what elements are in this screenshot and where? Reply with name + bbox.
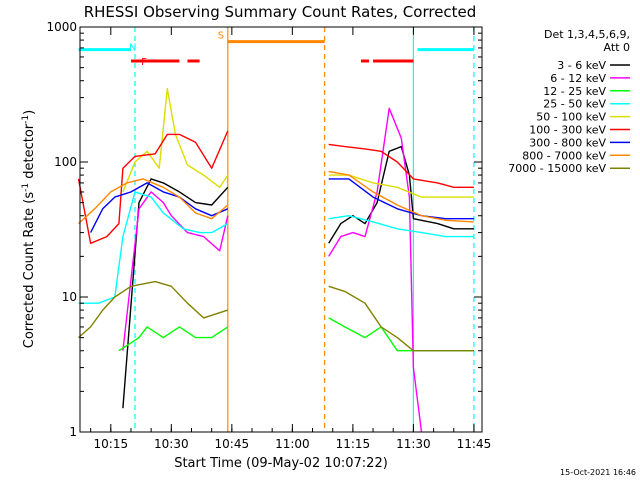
series-line-4-1 xyxy=(328,174,474,198)
y-axis-label-part3: ) xyxy=(22,110,37,115)
y-tick-label-1: 10 xyxy=(62,290,77,304)
legend-label-2: 12 - 25 keV xyxy=(543,85,606,98)
series-line-5-1 xyxy=(328,143,474,189)
series-line-3-1 xyxy=(328,214,474,238)
y-axis-label-sup1: -1 xyxy=(21,183,31,192)
chart-title: RHESSI Observing Summary Count Rates, Co… xyxy=(84,3,477,21)
series-line-3-0 xyxy=(78,191,229,304)
legend-label-8: 7000 - 15000 keV xyxy=(508,162,606,175)
y-axis-label-part1: Corrected Count Rate (s xyxy=(22,192,37,349)
y-axis-label-sup2: -1 xyxy=(21,115,31,124)
series-line-7-1 xyxy=(328,170,474,223)
timestamp: 15-Oct-2021 16:46 xyxy=(560,468,636,477)
plot-frame xyxy=(79,26,483,433)
plot-area: FN S xyxy=(77,27,475,433)
y-tick-label-2: 100 xyxy=(54,155,77,169)
series-line-6-1 xyxy=(328,178,474,220)
legend-label-3: 25 - 50 keV xyxy=(543,98,606,111)
flag-label-s: S xyxy=(218,30,224,41)
series-line-1-1 xyxy=(328,107,423,433)
x-tick-label-1: 10:30 xyxy=(154,437,189,451)
series-line-5-0 xyxy=(77,130,229,245)
y-axis-label-part2: detector xyxy=(22,123,37,183)
legend-label-7: 800 - 7000 keV xyxy=(522,149,606,162)
series-line-8-0 xyxy=(78,280,229,339)
series-line-2-0 xyxy=(118,326,229,352)
flag-label-f: F xyxy=(141,57,147,68)
legend-label-4: 50 - 100 keV xyxy=(536,111,606,124)
series-line-7-0 xyxy=(78,178,229,225)
legend-label-6: 300 - 800 keV xyxy=(529,136,606,149)
series-line-6-0 xyxy=(89,182,229,233)
x-tick-label-0: 10:15 xyxy=(94,437,129,451)
legend-header-line1: Det 1,3,4,5,6,9, xyxy=(544,28,630,41)
y-tick-label-3: 1000 xyxy=(46,20,77,34)
axis-ticks: 10:15 10:30 10:45 11:00 11:15 11:30 11:45 1 10 10… xyxy=(46,20,491,451)
x-tick-label-6: 11:45 xyxy=(457,437,492,451)
x-tick-label-2: 10:45 xyxy=(215,437,250,451)
series-line-2-1 xyxy=(328,317,474,352)
x-tick-label-5: 11:30 xyxy=(396,437,431,451)
series-line-0-0 xyxy=(122,178,229,409)
series-line-1-0 xyxy=(122,191,229,351)
y-tick-label-0: 1 xyxy=(69,425,77,439)
series-line-8-1 xyxy=(328,285,474,352)
series-line-0-1 xyxy=(328,145,474,244)
series-line-4-0 xyxy=(122,87,229,193)
legend-label-1: 6 - 12 keV xyxy=(550,72,606,85)
legend-label-5: 100 - 300 keV xyxy=(529,124,606,137)
x-tick-label-4: 11:15 xyxy=(336,437,371,451)
y-axis-label: Corrected Count Rate (s-1 detector-1) xyxy=(21,110,37,348)
x-axis-label: Start Time (09-May-02 10:07:22) xyxy=(174,456,388,471)
x-tick-label-3: 11:00 xyxy=(275,437,310,451)
legend-label-0: 3 - 6 keV xyxy=(557,59,606,72)
flag-label-n: N xyxy=(129,42,136,53)
legend-header-line2: Att 0 xyxy=(604,41,630,54)
